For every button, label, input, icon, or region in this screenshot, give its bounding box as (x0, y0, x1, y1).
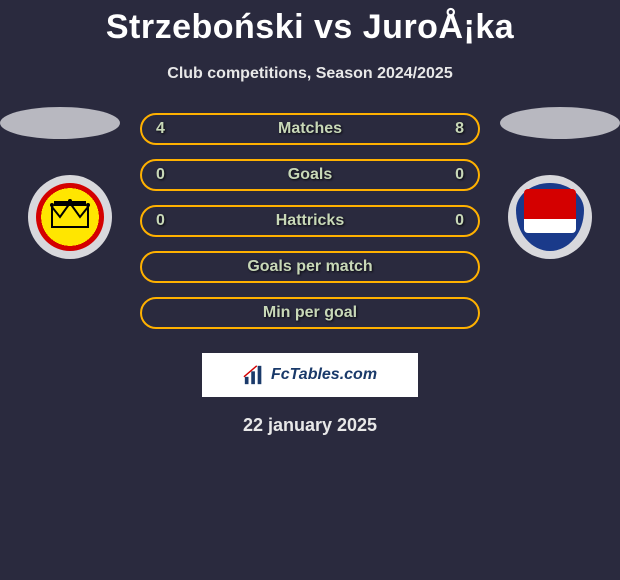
stat-right-value: 0 (440, 166, 464, 184)
stat-label: Min per goal (156, 304, 464, 322)
team-left-oval (0, 107, 120, 139)
stats-rows: 4 Matches 8 0 Goals 0 0 Hattricks 0 Goal… (140, 113, 480, 329)
stat-label: Matches (180, 120, 440, 138)
banik-badge-icon (516, 183, 584, 251)
stat-label: Goals (180, 166, 440, 184)
stat-row-gpm: Goals per match (140, 251, 480, 283)
branding-text: FcTables.com (271, 366, 377, 384)
stat-row-hattricks: 0 Hattricks 0 (140, 205, 480, 237)
stat-left-value: 4 (156, 120, 180, 138)
page-title: Strzeboński vs JuroÅ¡ka (0, 0, 620, 47)
stat-row-matches: 4 Matches 8 (140, 113, 480, 145)
stat-left-value: 0 (156, 212, 180, 230)
stat-label: Goals per match (156, 258, 464, 276)
stat-right-value: 8 (440, 120, 464, 138)
stat-right-value: 0 (440, 212, 464, 230)
crown-icon (50, 199, 90, 229)
stat-left-value: 0 (156, 166, 180, 184)
page-subtitle: Club competitions, Season 2024/2025 (0, 65, 620, 83)
korona-badge-icon (36, 183, 104, 251)
team-right-oval (500, 107, 620, 139)
stat-row-mpg: Min per goal (140, 297, 480, 329)
barchart-icon (243, 364, 265, 386)
footer-date: 22 january 2025 (0, 415, 620, 436)
team-right-logo (508, 175, 592, 259)
branding-banner[interactable]: FcTables.com (202, 353, 418, 397)
comparison-content: 4 Matches 8 0 Goals 0 0 Hattricks 0 Goal… (0, 113, 620, 436)
stat-label: Hattricks (180, 212, 440, 230)
team-left-logo (28, 175, 112, 259)
stat-row-goals: 0 Goals 0 (140, 159, 480, 191)
